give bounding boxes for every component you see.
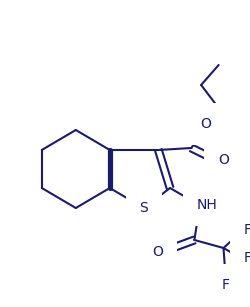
- Text: F: F: [243, 251, 250, 265]
- Text: S: S: [139, 201, 147, 215]
- Text: NH: NH: [196, 198, 216, 212]
- Text: F: F: [220, 278, 228, 292]
- Text: F: F: [243, 223, 250, 237]
- Text: O: O: [200, 117, 210, 131]
- Text: O: O: [217, 153, 228, 167]
- Text: O: O: [151, 245, 162, 259]
